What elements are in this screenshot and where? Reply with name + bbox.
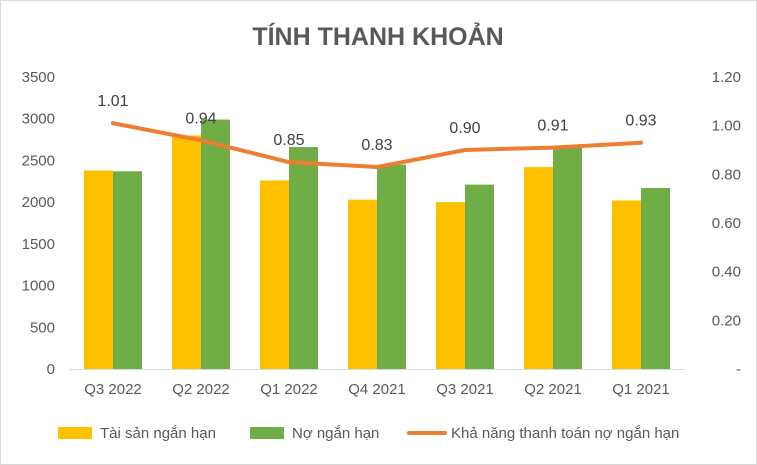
liquidity-ratio-data-label: 0.85 (273, 132, 304, 149)
y-right-tick-label: 1.20 (712, 69, 741, 86)
legend-label: Tài sản ngắn hạn (100, 425, 216, 442)
bar-no-ngan-han (377, 164, 406, 369)
y-right-tick-label: - (736, 361, 741, 378)
y-right-tick-label: 0.40 (712, 264, 741, 281)
liquidity-ratio-point (111, 121, 115, 126)
liquidity-ratio-data-label: 0.94 (185, 110, 216, 127)
y-left-tick-label: 500 (30, 319, 55, 336)
bar-tai-san-ngan-han (612, 200, 641, 369)
x-tick-label: Q2 2022 (172, 381, 230, 398)
bar-tai-san-ngan-han (84, 170, 113, 369)
y-left-tick-label: 3000 (22, 111, 55, 128)
y-left-tick-label: 2000 (22, 194, 55, 211)
liquidity-ratio-point (199, 138, 203, 143)
bar-tai-san-ngan-han (172, 135, 201, 369)
liquidity-ratio-point (639, 140, 643, 145)
legend-swatch (58, 427, 92, 439)
liquidity-ratio-data-label: 0.93 (625, 113, 656, 130)
y-left-tick-label: 1500 (22, 236, 55, 253)
liquidity-ratio-data-label: 0.91 (537, 118, 568, 135)
liquidity-ratio-point (375, 165, 379, 170)
bar-tai-san-ngan-han (260, 180, 289, 369)
y-right-tick-label: 0.20 (712, 312, 741, 329)
y-right-tick-label: 0.60 (712, 215, 741, 232)
bar-tai-san-ngan-han (348, 199, 377, 369)
bar-tai-san-ngan-han (524, 167, 553, 369)
liquidity-ratio-data-label: 1.01 (97, 93, 128, 110)
y-right-tick-label: 0.80 (712, 166, 741, 183)
x-tick-label: Q2 2021 (524, 381, 582, 398)
y-left-tick-label: 2500 (22, 152, 55, 169)
y-left-tick-label: 1000 (22, 278, 55, 295)
legend-label: Nợ ngắn hạn (292, 425, 379, 442)
y-right-tick-label: 1.00 (712, 118, 741, 135)
x-tick-label: Q3 2021 (436, 381, 494, 398)
bar-no-ngan-han (465, 184, 494, 369)
liquidity-ratio-data-label: 0.90 (449, 120, 480, 137)
legend-swatch (250, 427, 284, 439)
plot-area: 0 500 1000 1500 2000 2500 3000 3500 - 0.20 0.40 0.6… (22, 69, 741, 398)
x-tick-label: Q1 2021 (612, 381, 670, 398)
liquidity-ratio-point (463, 148, 467, 152)
liquidity-ratio-point (551, 145, 555, 150)
chart-title: TÍNH THANH KHOẢN (252, 21, 503, 51)
x-tick-label: Q1 2022 (260, 381, 318, 398)
x-tick-label: Q4 2021 (348, 381, 406, 398)
bar-no-ngan-han (113, 171, 142, 369)
y-left-tick-label: 0 (47, 361, 55, 378)
y-left-tick-label: 3500 (22, 69, 55, 86)
liquidity-ratio-data-label: 0.83 (361, 137, 392, 154)
bar-tai-san-ngan-han (436, 202, 465, 369)
x-tick-label: Q3 2022 (84, 381, 142, 398)
legend: Tài sản ngắn hạn Nợ ngắn hạn Khả năng than… (58, 425, 679, 442)
bar-no-ngan-han (289, 147, 318, 369)
liquidity-ratio-point (287, 160, 291, 165)
bar-no-ngan-han (201, 119, 230, 369)
bar-no-ngan-han (553, 147, 582, 369)
legend-label: Khả năng thanh toán nợ ngắn hạn (451, 425, 679, 442)
bar-no-ngan-han (641, 187, 670, 369)
